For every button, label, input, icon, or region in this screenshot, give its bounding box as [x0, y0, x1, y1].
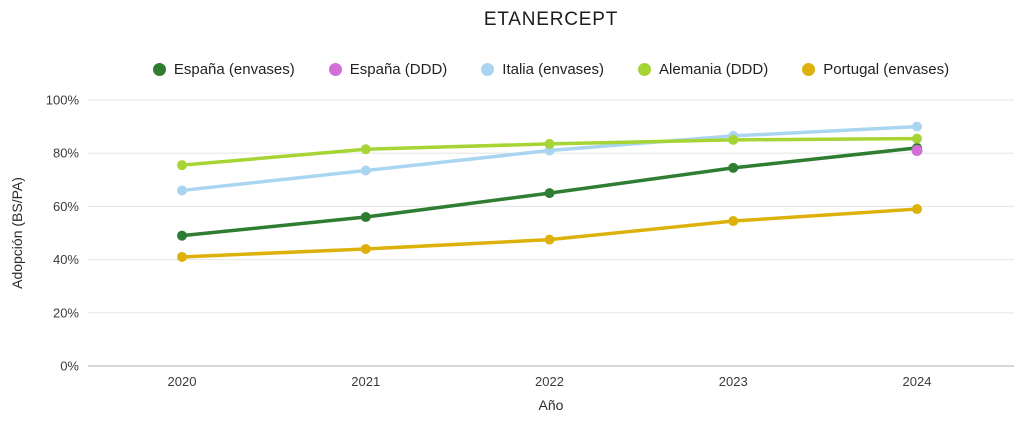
legend-item-italia-envases: Italia (envases): [481, 61, 604, 78]
y-tick-20%: 20%: [53, 305, 79, 320]
y-axis-ticks: 0% 20% 40% 60% 80% 100%: [46, 93, 80, 374]
data-point-italia-envases-2021: [360, 165, 371, 176]
data-point-espana-ddd-2024: [911, 145, 923, 157]
x-axis-ticks: 2020 2021 2022 2023 2024: [168, 374, 932, 389]
data-point-espana-envases-2020: [177, 230, 187, 241]
series-lines: [177, 121, 923, 262]
y-axis-label: Adopción (BS/PA): [9, 177, 25, 289]
legend-label: España (envases): [173, 61, 295, 78]
data-point-portugal-envases-2021: [360, 243, 371, 254]
y-tick-0%: 0%: [60, 359, 79, 374]
x-axis-label: Año: [539, 397, 564, 413]
legend-item-espana-ddd: España (DDD): [328, 61, 448, 78]
x-tick-2022: 2022: [535, 374, 564, 389]
data-point-alemania-ddd-2024: [912, 133, 922, 144]
series-line-portugal-envases: [180, 207, 919, 259]
x-tick-2024: 2024: [903, 374, 932, 389]
legend-item-alemania-ddd: Alemania (DDD): [638, 61, 768, 78]
legend-dot-espana-ddd: [328, 63, 342, 76]
data-point-espana-envases-2021: [360, 212, 371, 223]
legend-dot-italia-envases: [481, 63, 495, 76]
x-tick-2021: 2021: [351, 374, 380, 389]
data-point-italia-envases-2020: [177, 185, 187, 196]
y-tick-100%: 100%: [46, 93, 80, 108]
y-tick-60%: 60%: [53, 199, 79, 214]
y-tick-40%: 40%: [53, 252, 79, 267]
data-point-portugal-envases-2022: [544, 234, 555, 245]
chart-legend: España (envases) España (DDD) Italia (enva…: [88, 61, 1014, 78]
x-tick-2023: 2023: [719, 374, 748, 389]
data-point-espana-envases-2022: [544, 188, 555, 199]
legend-label: Portugal (envases): [823, 61, 950, 78]
data-point-italia-envases-2024: [912, 121, 922, 132]
data-point-alemania-ddd-2021: [360, 144, 371, 155]
legend-label: Italia (envases): [502, 61, 605, 78]
x-tick-2020: 2020: [168, 374, 197, 389]
legend-label: España (DDD): [349, 61, 448, 78]
data-point-espana-envases-2023: [728, 162, 739, 173]
legend-dot-portugal-envases: [802, 63, 816, 76]
legend-dot-espana-envases: [152, 63, 166, 76]
data-point-portugal-envases-2020: [177, 251, 187, 262]
data-point-alemania-ddd-2022: [544, 138, 555, 149]
legend-dot-alemania-ddd: [638, 63, 652, 76]
legend-label: Alemania (DDD): [659, 61, 769, 78]
legend-item-espana-envases: España (envases): [152, 61, 295, 78]
legend-item-portugal-envases: Portugal (envases): [802, 61, 949, 78]
data-point-portugal-envases-2023: [728, 216, 739, 227]
chart-title: ETANERCEPT: [483, 9, 619, 30]
data-point-alemania-ddd-2023: [728, 134, 739, 145]
data-point-portugal-envases-2024: [912, 204, 922, 215]
y-tick-80%: 80%: [53, 146, 79, 161]
data-point-alemania-ddd-2020: [177, 160, 187, 171]
